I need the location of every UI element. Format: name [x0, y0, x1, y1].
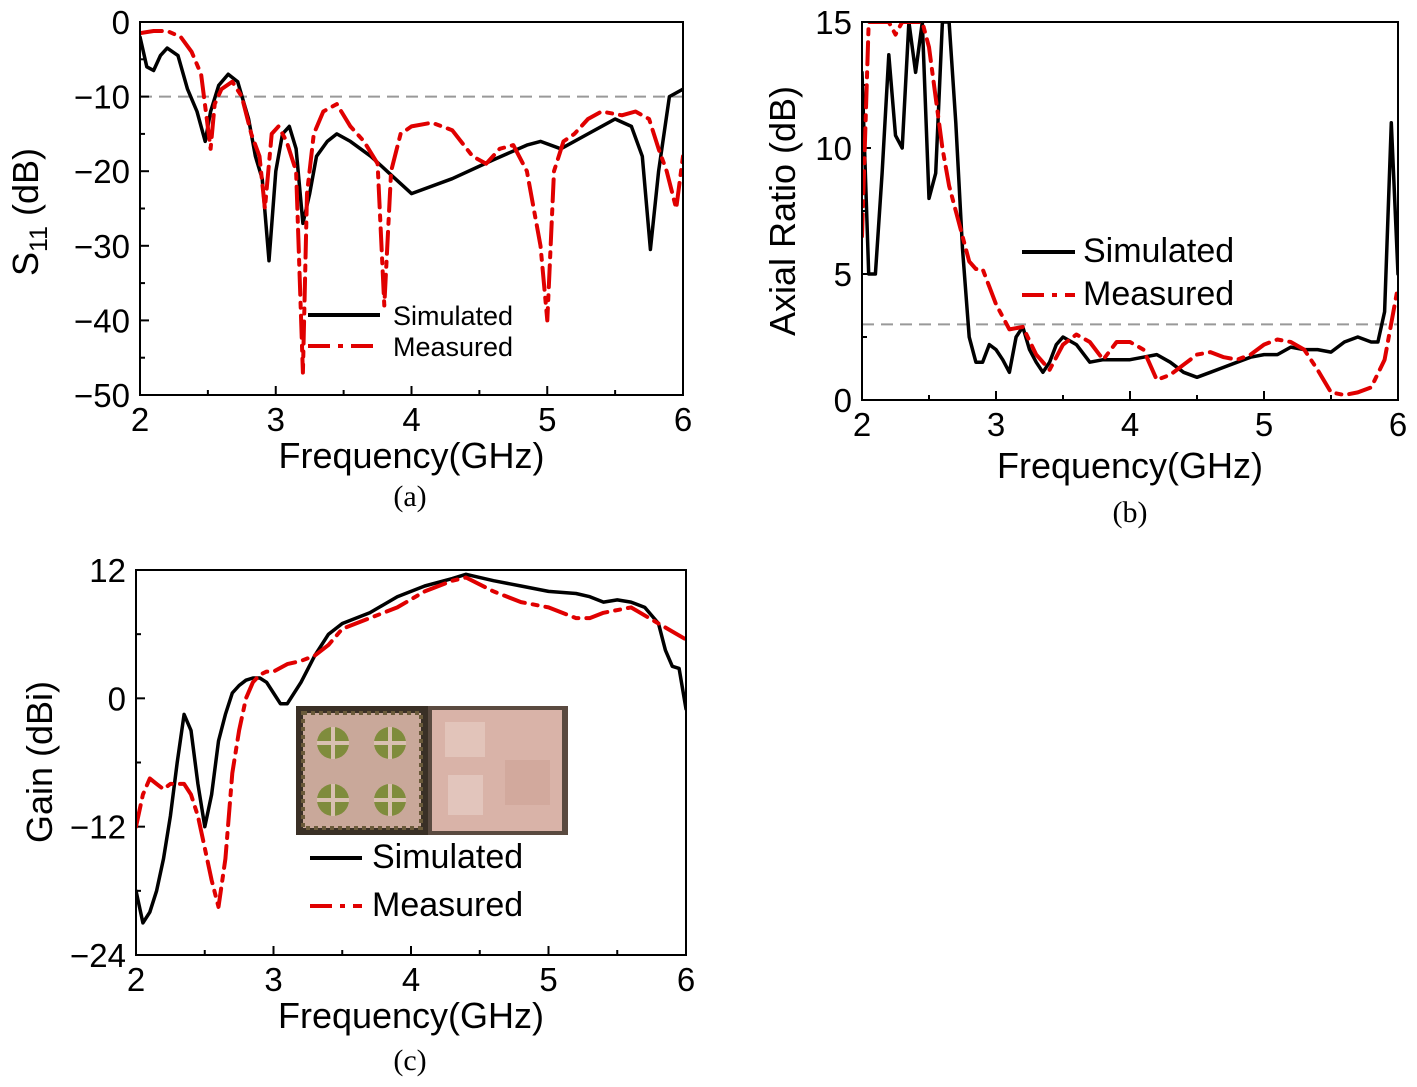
y-tick-label: 12	[89, 552, 126, 589]
legend: Simulated Measured	[1022, 232, 1234, 313]
y-tick-label: −10	[74, 79, 130, 116]
series-line-simulated	[136, 572, 686, 925]
x-tick-label: 6	[674, 401, 692, 438]
legend-label-simulated: Simulated	[393, 301, 513, 331]
legend: Simulated Measured	[310, 838, 523, 924]
chart-panel-a: 2 3 4 5 6 0 −10 −20 −30 −40 −50 Frequency(GHz) S11 (…	[5, 4, 692, 513]
x-tick-label: 4	[402, 961, 420, 998]
y-axis-label: Axial Ratio (dB)	[762, 86, 803, 336]
x-tick-label: 2	[131, 401, 149, 438]
panel-label: (b)	[1113, 496, 1148, 529]
x-tick-label: 2	[127, 961, 145, 998]
legend-label-measured: Measured	[1083, 275, 1234, 313]
plot-frame	[861, 21, 1399, 401]
x-tick-label: 2	[853, 406, 871, 443]
y-tick-label: −50	[74, 377, 130, 414]
x-tick-label: 5	[539, 961, 557, 998]
panel-label: (a)	[393, 480, 426, 513]
antenna-photo-inset	[296, 706, 568, 835]
y-tick-label: −12	[70, 809, 126, 846]
y-tick-label: 0	[834, 382, 852, 419]
x-tick-label: 6	[1389, 406, 1407, 443]
y-tick-label: 10	[815, 130, 852, 167]
y-axis-label: Gain (dBi)	[19, 681, 60, 843]
series-line-measured	[136, 575, 686, 909]
y-tick-label: −24	[70, 937, 126, 974]
series-line-measured	[862, 22, 1398, 397]
x-tick-label: 3	[267, 401, 285, 438]
chart-panel-c: 2 3 4 5 6 12 0 −12 −24 Frequency(GHz) Gain (dBi) (c…	[19, 552, 695, 1077]
legend-label-simulated: Simulated	[1083, 232, 1234, 270]
y-tick-label: 5	[834, 256, 852, 293]
series-line-simulated	[862, 22, 1398, 380]
y-tick-label: 0	[112, 4, 130, 41]
series-line-measured	[140, 29, 683, 375]
x-axis-label: Frequency(GHz)	[278, 995, 544, 1036]
y-axis-label: S11 (dB)	[5, 148, 53, 276]
legend-label-measured: Measured	[393, 332, 513, 362]
plot-frame	[135, 569, 687, 956]
x-tick-label: 5	[1255, 406, 1273, 443]
y-tick-label: −40	[74, 302, 130, 339]
legend-label-simulated: Simulated	[372, 838, 523, 876]
x-tick-label: 6	[677, 961, 695, 998]
panel-label: (c)	[393, 1044, 426, 1077]
y-tick-label: 15	[815, 4, 852, 41]
x-tick-label: 4	[402, 401, 420, 438]
y-tick-label: −20	[74, 153, 130, 190]
y-tick-label: −30	[74, 228, 130, 265]
chart-panel-b: 2 3 4 5 6 0 5 10 15 Frequency(GHz) Axial Ratio (dB…	[762, 4, 1407, 529]
x-axis-label: Frequency(GHz)	[997, 445, 1263, 486]
x-axis-label: Frequency(GHz)	[278, 435, 544, 476]
x-tick-label: 4	[1121, 406, 1139, 443]
series-line-simulated	[140, 35, 683, 263]
legend-label-measured: Measured	[372, 886, 523, 924]
plot-frame	[139, 21, 684, 396]
x-tick-label: 3	[264, 961, 282, 998]
x-tick-label: 5	[538, 401, 556, 438]
y-tick-label: 0	[108, 680, 126, 717]
x-tick-label: 3	[987, 406, 1005, 443]
